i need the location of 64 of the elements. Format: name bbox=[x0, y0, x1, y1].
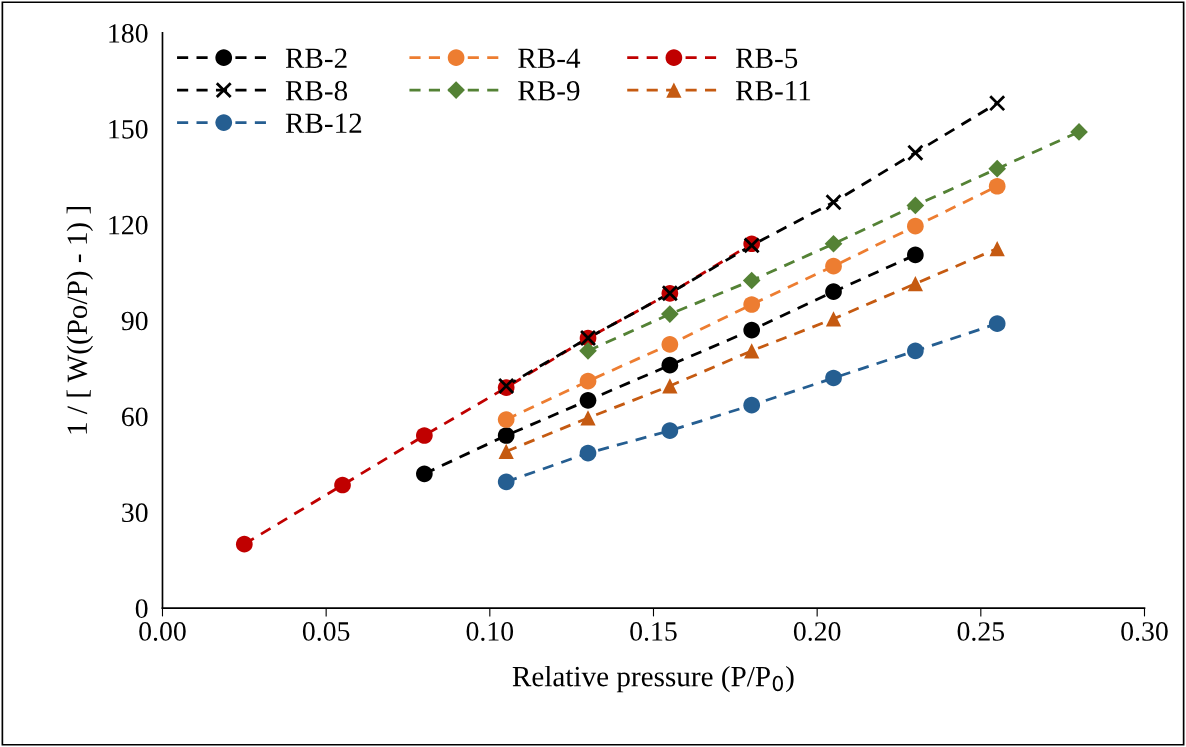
point bbox=[907, 246, 924, 264]
point bbox=[988, 177, 1006, 195]
legend-label: RB-4 bbox=[518, 48, 581, 68]
point bbox=[579, 444, 597, 462]
point bbox=[907, 144, 924, 162]
point bbox=[742, 271, 761, 290]
point bbox=[988, 159, 1007, 178]
point bbox=[661, 422, 679, 440]
point bbox=[661, 336, 679, 353]
legend-label: RB-5 bbox=[735, 48, 798, 69]
point bbox=[334, 476, 351, 494]
x-tick-label: 0.05 bbox=[302, 622, 350, 641]
point bbox=[498, 443, 514, 460]
legend-label: RB-11 bbox=[735, 81, 811, 101]
point bbox=[743, 296, 761, 313]
y-tick-label: 180 bbox=[109, 24, 148, 43]
legend-label: RB-12 bbox=[285, 113, 362, 133]
point bbox=[744, 343, 760, 359]
y-axis-title: 1 / [ W((Po/P) - 1) ] bbox=[66, 207, 94, 434]
y-tick-label: 120 bbox=[109, 215, 148, 235]
legend-label: RB-9 bbox=[518, 81, 580, 101]
point bbox=[579, 372, 597, 390]
point bbox=[497, 473, 515, 491]
legend-label: RB-8 bbox=[285, 80, 348, 101]
point bbox=[416, 465, 433, 483]
y-tick-label: 60 bbox=[122, 407, 148, 427]
point bbox=[662, 378, 678, 394]
point bbox=[825, 283, 842, 301]
y-tick-label: 90 bbox=[121, 311, 148, 331]
point bbox=[661, 305, 679, 323]
point bbox=[497, 411, 515, 428]
point bbox=[825, 311, 842, 327]
x-tick-label: 0.10 bbox=[466, 622, 514, 641]
point bbox=[661, 356, 679, 374]
y-tick-label: 0 bbox=[135, 599, 148, 618]
point bbox=[825, 257, 842, 275]
point bbox=[824, 234, 843, 253]
point bbox=[579, 341, 597, 360]
x-axis-title: Relative pressure (P/P$_{0}$) bbox=[512, 665, 794, 693]
x-tick-label: 0.00 bbox=[139, 622, 186, 641]
point bbox=[235, 535, 253, 553]
point bbox=[907, 342, 924, 360]
point bbox=[743, 396, 761, 414]
x-tick-label: 0.15 bbox=[630, 622, 677, 641]
x-tick-label: 0.25 bbox=[957, 622, 1005, 641]
point bbox=[988, 94, 1006, 112]
point bbox=[416, 427, 433, 444]
point bbox=[580, 410, 596, 426]
point bbox=[579, 392, 597, 409]
point bbox=[907, 276, 923, 292]
point bbox=[907, 217, 924, 235]
point bbox=[825, 193, 842, 211]
point bbox=[497, 427, 515, 444]
x-tick-label: 0.20 bbox=[793, 622, 841, 641]
y-tick-label: 30 bbox=[122, 503, 148, 523]
point bbox=[825, 369, 842, 387]
y-tick-label: 150 bbox=[109, 119, 148, 139]
point bbox=[906, 196, 925, 215]
x-tick-label: 0.30 bbox=[1121, 622, 1168, 641]
point bbox=[989, 240, 1005, 257]
point bbox=[1070, 123, 1088, 141]
point bbox=[988, 315, 1006, 332]
point bbox=[743, 321, 761, 339]
legend-label: RB-2 bbox=[285, 48, 347, 68]
